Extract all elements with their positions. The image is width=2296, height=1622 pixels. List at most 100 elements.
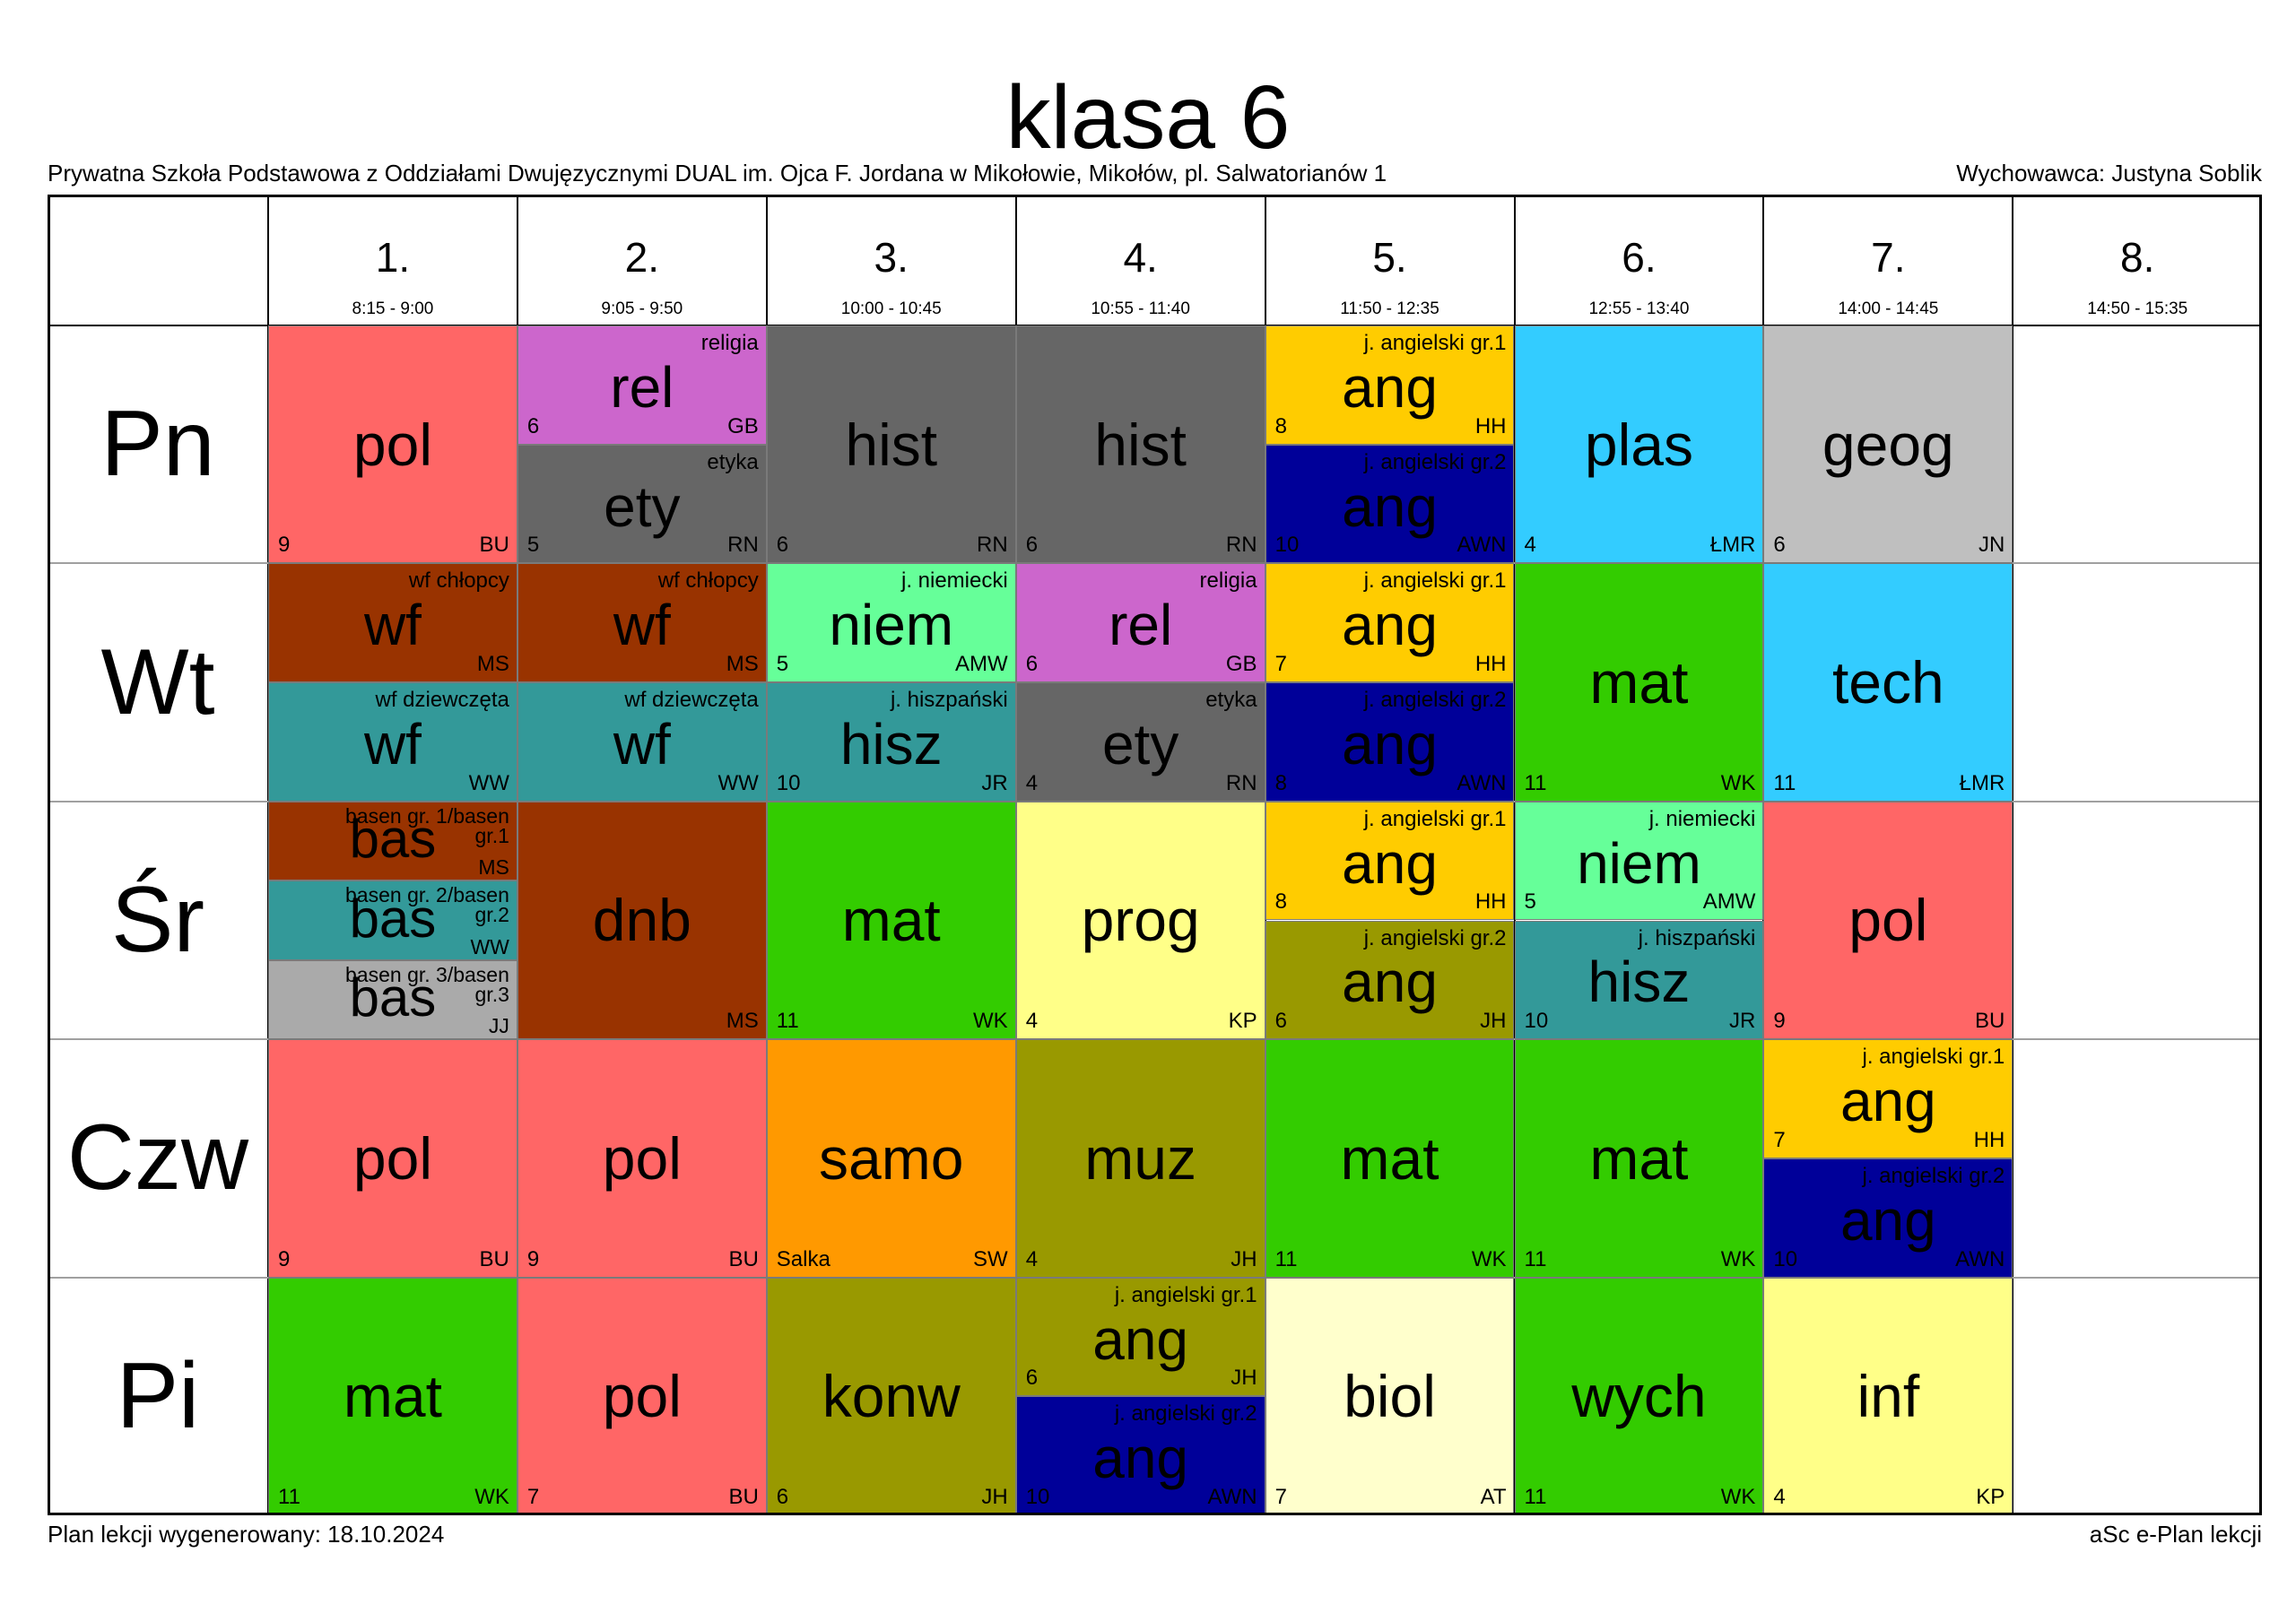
lesson-cell[interactable]: hist 6 RN [1015, 325, 1265, 564]
lesson-cell[interactable]: j. angielski gr.1 ang 8 HH [1265, 801, 1515, 921]
lesson-cell[interactable]: wych 11 WK [1514, 1277, 1764, 1515]
lesson-group-label: j. angielski gr.2 [1363, 925, 1507, 950]
lesson-cell[interactable]: j. angielski gr.2 ang 6 JH [1265, 920, 1515, 1040]
lesson-cell[interactable]: pol 7 BU [517, 1277, 767, 1515]
lesson-room: 11 [776, 1009, 799, 1034]
lesson-subject: ang [1839, 1187, 1936, 1253]
lesson-group-label: j. angielski gr.2 [1114, 1401, 1257, 1427]
lesson-teacher: JJ [488, 1014, 509, 1038]
lesson-cell[interactable]: basen gr. 2/basen gr.2 bas WW [268, 880, 517, 960]
lesson-cell[interactable]: j. angielski gr.2 ang 10 AWN [1763, 1158, 2013, 1278]
lesson-cell[interactable]: pol 9 BU [268, 325, 517, 564]
lesson-cell[interactable]: konw 6 JH [766, 1277, 1016, 1515]
period-time: 11:50 - 12:35 [1340, 299, 1439, 318]
lesson-cell[interactable]: wf dziewczęta wf WW [268, 682, 517, 802]
lesson-teacher: BU [479, 533, 509, 558]
period-header: 7. 14:00 - 14:45 [1763, 195, 2013, 325]
lesson-teacher: MS [478, 855, 509, 880]
lesson-cell[interactable]: dnb MS [517, 801, 767, 1040]
lesson-cell[interactable]: j. niemiecki niem 5 AMW [766, 563, 1016, 683]
lesson-subject: wf [613, 593, 671, 658]
lesson-room: 11 [278, 1484, 300, 1509]
lesson-teacher: GB [1225, 652, 1257, 677]
lesson-subject: wych [1571, 1363, 1707, 1430]
period-header: 8. 14:50 - 15:35 [2013, 195, 2262, 325]
period-number: 8. [2120, 234, 2155, 281]
lesson-subject: biol [1344, 1363, 1436, 1430]
lesson-cell[interactable]: plas 4 ŁMR [1514, 325, 1764, 564]
lesson-cell[interactable]: j. hiszpański hisz 10 JR [766, 682, 1016, 802]
lesson-subject: pol [602, 1124, 682, 1192]
lesson-teacher: HH [1474, 413, 1507, 438]
lesson-room: 6 [1025, 652, 1039, 677]
lesson-cell[interactable]: prog 4 KP [1015, 801, 1265, 1040]
lesson-teacher: JH [1231, 1366, 1257, 1391]
lesson-subject: konw [822, 1363, 961, 1430]
lesson-cell[interactable]: pol 9 BU [268, 1039, 517, 1278]
lesson-cell[interactable]: mat 11 WK [766, 801, 1016, 1040]
lesson-teacher: JR [981, 770, 1008, 795]
lesson-cell[interactable]: religia rel 6 GB [1015, 563, 1265, 683]
lesson-cell[interactable]: etyka ety 5 RN [517, 444, 767, 564]
lesson-cell[interactable]: j. angielski gr.1 ang 6 JH [1015, 1277, 1265, 1397]
lesson-room: 10 [1025, 1484, 1050, 1509]
lesson-group-label: j. niemiecki [900, 568, 1008, 594]
lesson-cell[interactable]: geog 6 JN [1763, 325, 2013, 564]
lesson-cell[interactable]: j. angielski gr.1 ang 8 HH [1265, 325, 1515, 445]
lesson-teacher: KP [1228, 1009, 1257, 1034]
lesson-subject: dnb [592, 887, 691, 954]
lesson-teacher: AMW [955, 652, 1008, 677]
lesson-cell[interactable]: mat 11 WK [1514, 1039, 1764, 1278]
lesson-cell[interactable]: wf chłopcy wf MS [268, 563, 517, 683]
lesson-subject: ang [1342, 950, 1438, 1015]
lesson-cell[interactable]: j. angielski gr.2 ang 10 AWN [1015, 1396, 1265, 1515]
lesson-cell[interactable]: etyka ety 4 RN [1015, 682, 1265, 802]
lesson-subject: ang [1342, 830, 1438, 896]
period-header: 1. 8:15 - 9:00 [268, 195, 517, 325]
lesson-cell[interactable]: j. angielski gr.1 ang 7 HH [1265, 563, 1515, 683]
period-number: 2. [624, 234, 660, 281]
day-label: Czw [66, 1106, 249, 1210]
lesson-room: 4 [1025, 1009, 1039, 1034]
lesson-cell[interactable]: muz 4 JH [1015, 1039, 1265, 1278]
lesson-group-label: j. angielski gr.1 [1862, 1045, 2005, 1070]
school-name: Prywatna Szkoła Podstawowa z Oddziałami … [48, 160, 1387, 186]
lesson-cell[interactable]: religia rel 6 GB [517, 325, 767, 445]
lesson-teacher: JH [1480, 1009, 1507, 1034]
lesson-subject: prog [1081, 887, 1200, 954]
period-number: 5. [1372, 234, 1407, 281]
lesson-subject: wf [363, 593, 422, 658]
lesson-cell[interactable]: j. angielski gr.1 ang 7 HH [1763, 1039, 2013, 1158]
lesson-teacher: RN [1225, 770, 1257, 795]
lesson-cell[interactable]: wf dziewczęta wf WW [517, 682, 767, 802]
lesson-group-label: j. angielski gr.1 [1363, 331, 1507, 355]
lesson-subject: ety [1101, 712, 1179, 777]
lesson-room: 5 [776, 652, 789, 677]
lesson-cell[interactable]: j. angielski gr.2 ang 10 AWN [1265, 444, 1515, 564]
lesson-cell[interactable]: pol 9 BU [1763, 801, 2013, 1040]
lesson-cell[interactable]: pol 9 BU [517, 1039, 767, 1278]
lesson-cell[interactable]: mat 11 WK [268, 1277, 517, 1515]
lesson-cell[interactable]: mat 11 WK [1514, 563, 1764, 802]
lesson-cell[interactable]: mat 11 WK [1265, 1039, 1515, 1278]
lesson-cell[interactable]: basen gr. 3/basen gr.3 bas JJ [268, 959, 517, 1040]
lesson-room: 9 [278, 533, 291, 558]
lesson-cell[interactable]: j. niemiecki niem 5 AMW [1514, 801, 1764, 921]
period-header: 2. 9:05 - 9:50 [517, 195, 767, 325]
lesson-cell[interactable]: tech 11 ŁMR [1763, 563, 2013, 802]
lesson-teacher: AMW [1702, 889, 1756, 915]
lesson-room: 11 [1773, 770, 1796, 795]
lesson-cell[interactable]: j. angielski gr.2 ang 8 AWN [1265, 682, 1515, 802]
lesson-cell[interactable]: wf chłopcy wf MS [517, 563, 767, 683]
lesson-cell[interactable]: hist 6 RN [766, 325, 1016, 564]
lesson-cell[interactable]: j. hiszpański hisz 10 JR [1514, 920, 1764, 1040]
lesson-cell[interactable]: samo Salka SW [766, 1039, 1016, 1278]
lesson-cell[interactable]: inf 4 KP [1763, 1277, 2013, 1515]
lesson-cell[interactable]: biol 7 AT [1265, 1277, 1515, 1515]
lesson-group-label: etyka [1205, 688, 1257, 713]
lesson-cell[interactable]: basen gr. 1/basen gr.1 bas MS [268, 801, 517, 881]
period-time: 9:05 - 9:50 [601, 299, 683, 318]
lesson-subject: bas [349, 888, 437, 949]
lesson-group-label: wf chłopcy [657, 568, 759, 594]
lesson-teacher: WK [1720, 770, 1756, 795]
